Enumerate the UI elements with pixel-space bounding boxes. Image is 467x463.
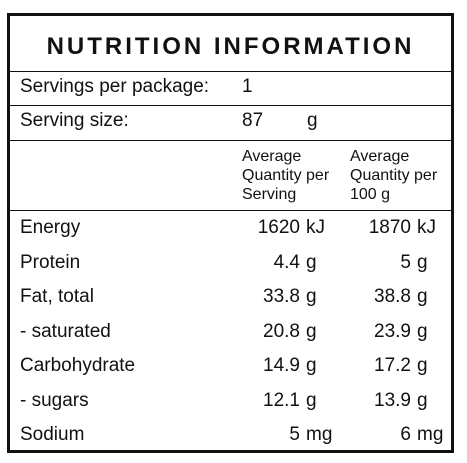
nutrient-name: - sugars	[20, 390, 89, 411]
serving-value: 1620	[257, 217, 300, 238]
header-per-serving: Average Quantity per Serving	[242, 148, 330, 203]
per100-value: 13.9	[374, 390, 411, 411]
serving-size-value: 87	[242, 110, 264, 131]
per100-value: 5	[400, 252, 411, 273]
per100-unit: g	[417, 252, 428, 273]
per100-unit: g	[417, 390, 428, 411]
nutrient-name: Carbohydrate	[20, 355, 136, 376]
serving-value: 14.9	[263, 355, 300, 376]
servings-label: Servings per package:	[20, 76, 210, 97]
per100-unit: g	[417, 321, 428, 342]
per100-unit: g	[417, 355, 428, 376]
servings-value: 1	[242, 76, 253, 97]
header-per-100g: Average Quantity per 100 g	[350, 148, 438, 203]
serving-value: 20.8	[263, 321, 300, 342]
serving-value: 33.8	[263, 286, 300, 307]
per100-unit: g	[417, 286, 428, 307]
nutrient-name: Protein	[20, 252, 81, 273]
divider-title	[10, 71, 451, 72]
serving-value: 12.1	[263, 390, 300, 411]
serving-value: 5	[289, 424, 300, 445]
per100-value: 17.2	[374, 355, 411, 376]
nutrition-panel: NUTRITION INFORMATION Servings per packa…	[7, 13, 454, 453]
nutrient-name: Fat, total	[20, 286, 94, 307]
panel-title: NUTRITION INFORMATION	[46, 33, 415, 60]
serving-unit: kJ	[306, 217, 325, 238]
serving-unit: g	[306, 355, 317, 376]
serving-unit: g	[306, 286, 317, 307]
divider-header	[10, 210, 451, 211]
per100-value: 23.9	[374, 321, 411, 342]
serving-unit: g	[306, 252, 317, 273]
nutrient-name: - saturated	[20, 321, 111, 342]
serving-value: 4.4	[273, 252, 300, 273]
nutrient-name: Energy	[20, 217, 81, 238]
per100-value: 1870	[368, 217, 411, 238]
serving-size-unit: g	[307, 110, 318, 131]
per100-value: 38.8	[374, 286, 411, 307]
divider-serving-size	[10, 140, 451, 141]
nutrient-name: Sodium	[20, 424, 85, 445]
per100-value: 6	[400, 424, 411, 445]
serving-unit: mg	[306, 424, 333, 445]
per100-unit: mg	[417, 424, 444, 445]
serving-size-label: Serving size:	[20, 110, 129, 131]
per100-unit: kJ	[417, 217, 436, 238]
serving-unit: g	[306, 390, 317, 411]
serving-unit: g	[306, 321, 317, 342]
divider-servings	[10, 105, 451, 106]
